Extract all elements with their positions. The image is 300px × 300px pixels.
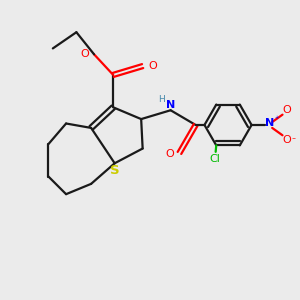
Text: O: O: [80, 49, 89, 59]
Text: O: O: [283, 135, 291, 145]
Text: Cl: Cl: [209, 154, 220, 164]
Text: N: N: [265, 118, 274, 128]
Text: O: O: [148, 61, 157, 71]
Text: O: O: [283, 105, 291, 115]
Text: N: N: [166, 100, 175, 110]
Text: $^{-}$: $^{-}$: [291, 136, 296, 142]
Text: S: S: [110, 164, 119, 177]
Text: O: O: [165, 149, 174, 159]
Text: $^+$: $^+$: [273, 116, 280, 122]
Text: H: H: [158, 94, 165, 103]
